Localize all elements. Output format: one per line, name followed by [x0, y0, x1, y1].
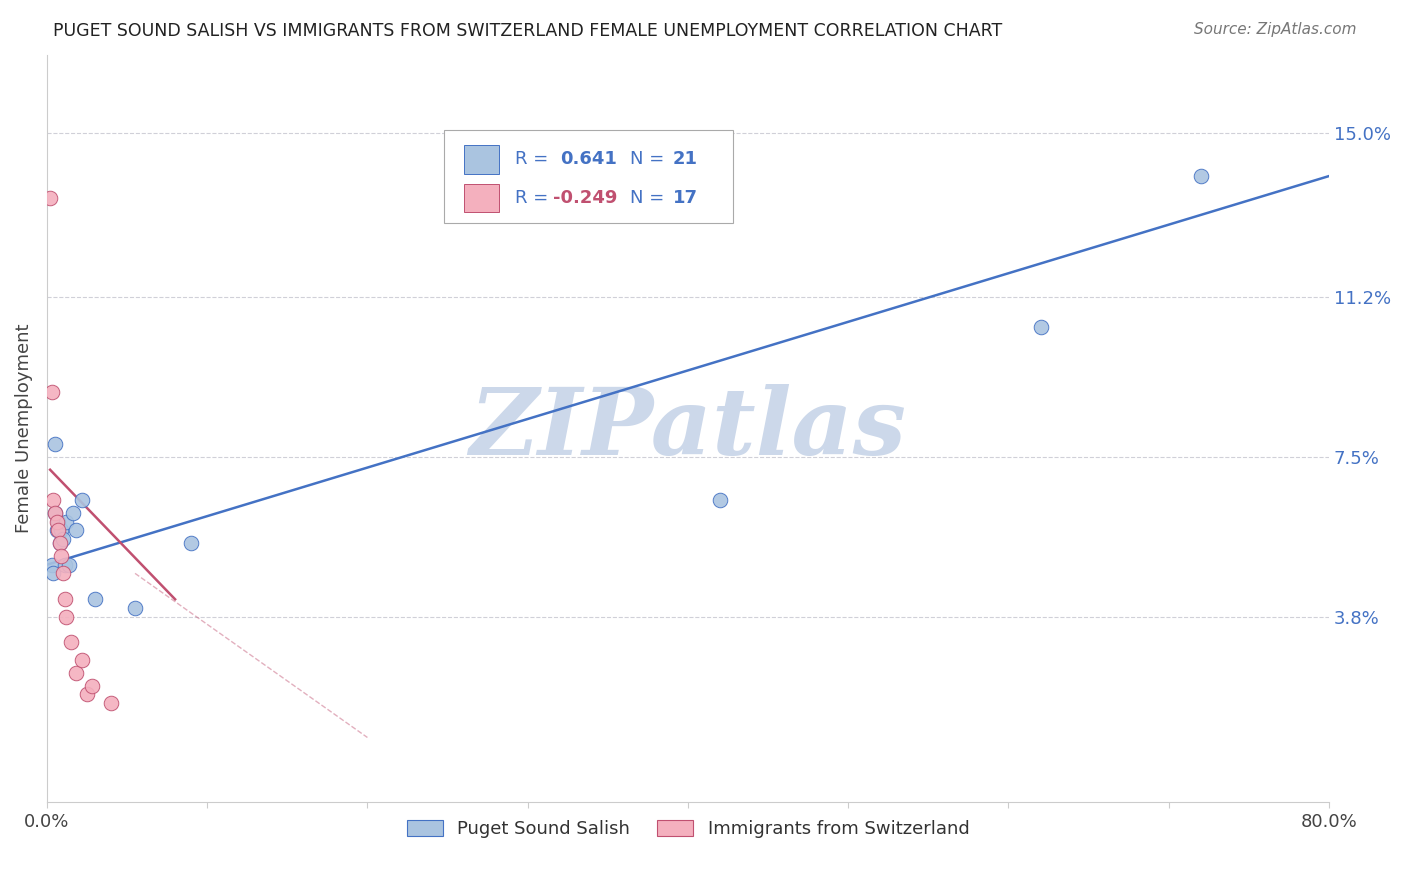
Point: [41, 384, 63, 399]
Point: [59, 635, 82, 649]
Point: [46, 515, 69, 529]
Point: [45, 515, 67, 529]
Point: [124, 601, 146, 615]
Point: [52, 532, 75, 546]
FancyBboxPatch shape: [464, 145, 499, 174]
Point: [709, 492, 731, 507]
Y-axis label: Female Unemployment: Female Unemployment: [15, 324, 32, 533]
Text: 21: 21: [672, 151, 697, 169]
Point: [46, 523, 69, 537]
Text: 0.641: 0.641: [560, 151, 617, 169]
Point: [48, 536, 70, 550]
Point: [65, 523, 87, 537]
Point: [100, 696, 122, 710]
Point: [1029, 320, 1052, 334]
Point: [62, 506, 84, 520]
Text: -0.249: -0.249: [554, 189, 617, 207]
Point: [53, 592, 76, 607]
Point: [58, 558, 80, 572]
Text: N =: N =: [630, 189, 671, 207]
Text: N =: N =: [630, 151, 671, 169]
Point: [45, 523, 67, 537]
Text: Source: ZipAtlas.com: Source: ZipAtlas.com: [1194, 22, 1357, 37]
Text: R =: R =: [515, 189, 554, 207]
FancyBboxPatch shape: [464, 184, 499, 212]
Point: [84, 592, 107, 607]
Point: [53, 558, 76, 572]
Point: [44, 437, 66, 451]
Text: R =: R =: [515, 151, 554, 169]
Point: [70, 653, 93, 667]
Text: PUGET SOUND SALISH VS IMMIGRANTS FROM SWITZERLAND FEMALE UNEMPLOYMENT CORRELATIO: PUGET SOUND SALISH VS IMMIGRANTS FROM SW…: [53, 22, 1002, 40]
Point: [76, 687, 98, 701]
Legend: Puget Sound Salish, Immigrants from Switzerland: Puget Sound Salish, Immigrants from Swit…: [399, 813, 977, 846]
Point: [65, 665, 87, 680]
Point: [48, 536, 70, 550]
Point: [55, 515, 77, 529]
Point: [39, 191, 62, 205]
Point: [180, 536, 202, 550]
Text: 17: 17: [672, 189, 697, 207]
Point: [51, 549, 73, 563]
Point: [44, 506, 66, 520]
Point: [80, 679, 103, 693]
Point: [51, 523, 73, 537]
Point: [42, 566, 65, 581]
Point: [44, 506, 66, 520]
Point: [1189, 169, 1212, 183]
Point: [52, 566, 75, 581]
Point: [41, 558, 63, 572]
Text: ZIPatlas: ZIPatlas: [470, 384, 907, 474]
Point: [42, 492, 65, 507]
FancyBboxPatch shape: [444, 130, 733, 223]
Point: [70, 492, 93, 507]
Point: [55, 609, 77, 624]
